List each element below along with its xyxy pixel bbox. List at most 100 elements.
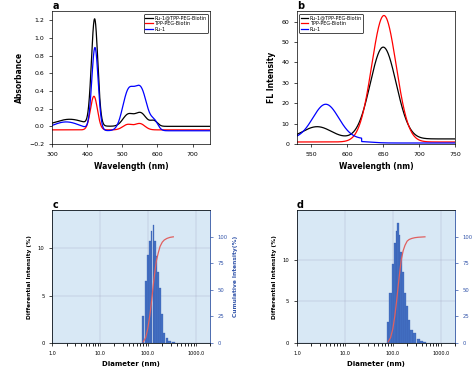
Ru-1 (310, 115, 316, 120)
TPP-PEG-Biotin (381, 13, 387, 18)
Ru-1@TPP-PEG-Biotin (418, 135, 423, 140)
TPP-PEG-Biotin (452, 140, 458, 144)
Ru-1 (364, 139, 370, 144)
Bar (390, 293, 392, 343)
Ru-1@TPP-PEG-Biotin (126, 111, 132, 116)
Bar (417, 339, 419, 343)
Ru-1@TPP-PEG-Biotin (207, 124, 213, 129)
Ru-1 (203, 128, 209, 133)
Y-axis label: Cumulative Intensity(%): Cumulative Intensity(%) (234, 236, 238, 317)
TPP-PEG-Biotin (49, 128, 55, 132)
Bar (410, 330, 413, 343)
X-axis label: Wavelength (nm): Wavelength (nm) (94, 162, 168, 171)
Bar (398, 223, 399, 343)
TPP-PEG-Biotin (294, 140, 300, 144)
Ru-1@TPP-PEG-Biotin (92, 16, 98, 21)
Ru-1@TPP-PEG-Biotin (57, 118, 63, 123)
Ru-1@TPP-PEG-Biotin (358, 116, 364, 120)
Ru-1 (323, 102, 328, 107)
Ru-1@TPP-PEG-Biotin (403, 116, 409, 121)
TPP-PEG-Biotin (122, 123, 128, 128)
Legend: Ru-1@TPP-PEG-Biotin, TPP-PEG-Biotin, Ru-1: Ru-1@TPP-PEG-Biotin, TPP-PEG-Biotin, Ru-… (144, 14, 208, 33)
Ru-1 (418, 141, 423, 145)
Ru-1 (194, 128, 200, 133)
Legend: Ru-1@TPP-PEG-Biotin, TPP-PEG-Biotin, Ru-1: Ru-1@TPP-PEG-Biotin, TPP-PEG-Biotin, Ru-… (300, 14, 363, 33)
Ru-1 (452, 141, 458, 145)
Ru-1 (207, 128, 213, 133)
TPP-PEG-Biotin (57, 128, 63, 132)
Y-axis label: Differential Intensity (%): Differential Intensity (%) (272, 235, 277, 319)
Line: TPP-PEG-Biotin: TPP-PEG-Biotin (297, 16, 455, 142)
Bar (157, 272, 159, 343)
Bar (165, 338, 168, 343)
Line: TPP-PEG-Biotin: TPP-PEG-Biotin (52, 96, 210, 130)
Line: Ru-1: Ru-1 (52, 48, 210, 131)
Text: b: b (297, 1, 304, 11)
Bar (413, 333, 416, 343)
TPP-PEG-Biotin (203, 128, 209, 132)
Bar (145, 281, 147, 343)
Bar (399, 235, 401, 343)
TPP-PEG-Biotin (126, 122, 132, 126)
Bar (406, 306, 408, 343)
Bar (153, 224, 154, 343)
Bar (423, 342, 427, 343)
Ru-1@TPP-PEG-Biotin (203, 124, 209, 129)
Bar (151, 231, 153, 343)
Bar (402, 272, 404, 343)
Bar (404, 293, 406, 343)
Bar (420, 341, 423, 343)
TPP-PEG-Biotin (203, 128, 209, 132)
Y-axis label: Absorbance: Absorbance (15, 52, 24, 103)
Bar (154, 241, 155, 343)
Ru-1 (49, 123, 55, 128)
Ru-1@TPP-PEG-Biotin (364, 96, 369, 101)
Bar (159, 288, 161, 343)
Bar (408, 320, 410, 343)
Ru-1 (420, 141, 426, 145)
Bar (392, 264, 394, 343)
Bar (394, 243, 396, 343)
Ru-1 (451, 141, 457, 145)
Ru-1@TPP-PEG-Biotin (122, 114, 128, 119)
Bar (163, 333, 165, 343)
X-axis label: Wavelength (nm): Wavelength (nm) (339, 162, 413, 171)
Bar (401, 252, 402, 343)
Text: d: d (297, 200, 304, 210)
Ru-1 (294, 134, 300, 138)
Ru-1 (57, 120, 63, 125)
Ru-1@TPP-PEG-Biotin (49, 121, 55, 125)
X-axis label: Diameter (nm): Diameter (nm) (102, 361, 160, 367)
Bar (161, 314, 163, 343)
Bar (149, 241, 151, 343)
Text: c: c (52, 200, 58, 210)
Ru-1 (358, 136, 364, 140)
Ru-1@TPP-PEG-Biotin (203, 124, 209, 129)
TPP-PEG-Biotin (420, 139, 426, 144)
TPP-PEG-Biotin (310, 140, 316, 144)
Line: Ru-1: Ru-1 (297, 104, 455, 143)
TPP-PEG-Biotin (403, 114, 409, 118)
Ru-1 (203, 128, 209, 133)
Ru-1 (126, 85, 132, 90)
TPP-PEG-Biotin (174, 128, 180, 132)
Ru-1@TPP-PEG-Biotin (381, 45, 386, 50)
Y-axis label: FL Intensity: FL Intensity (267, 52, 276, 103)
Line: Ru-1@TPP-PEG-Biotin: Ru-1@TPP-PEG-Biotin (297, 47, 455, 139)
Text: a: a (52, 1, 59, 11)
Ru-1 (92, 45, 98, 50)
Ru-1@TPP-PEG-Biotin (452, 137, 458, 141)
Bar (155, 256, 157, 343)
TPP-PEG-Biotin (418, 138, 423, 143)
Ru-1 (122, 96, 128, 100)
Bar (387, 322, 389, 343)
Y-axis label: Differential Intensity (%): Differential Intensity (%) (27, 235, 32, 319)
Bar (396, 231, 397, 343)
Ru-1@TPP-PEG-Biotin (294, 132, 300, 137)
Ru-1@TPP-PEG-Biotin (310, 125, 316, 130)
Ru-1 (403, 141, 409, 145)
Bar (168, 341, 172, 343)
Bar (142, 316, 144, 343)
TPP-PEG-Biotin (91, 94, 97, 99)
Line: Ru-1@TPP-PEG-Biotin: Ru-1@TPP-PEG-Biotin (52, 19, 210, 126)
